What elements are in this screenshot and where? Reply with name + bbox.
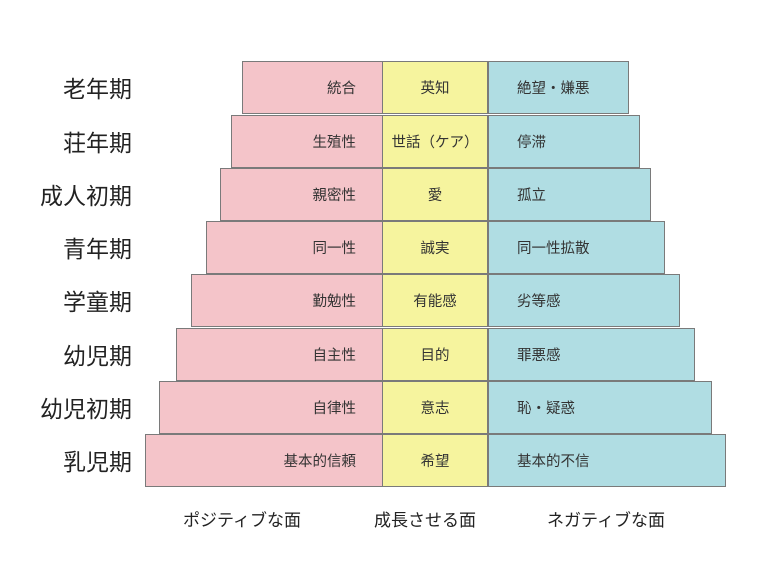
positive-column-label: ポジティブな面 xyxy=(183,511,301,531)
negative-cell-senescence: 絶望・嫌悪 xyxy=(488,61,629,114)
virtue-cell-senescence: 英知 xyxy=(382,61,488,114)
positive-cell-play-age: 自主性 xyxy=(176,328,383,381)
virtue-cell-young-adulthood: 愛 xyxy=(382,168,488,221)
positive-cell-young-adulthood: 親密性 xyxy=(220,168,383,221)
negative-cell-early-childhood: 恥・疑惑 xyxy=(488,381,712,434)
virtue-cell-adulthood: 世話（ケア） xyxy=(382,115,488,168)
negative-cell-infancy: 基本的不信 xyxy=(488,434,726,487)
positive-cell-senescence: 統合 xyxy=(242,61,383,114)
stage-label-senescence: 老年期 xyxy=(63,77,132,103)
positive-cell-adolescence: 同一性 xyxy=(206,221,383,274)
stage-label-young-adulthood: 成人初期 xyxy=(40,184,132,210)
negative-cell-play-age: 罪悪感 xyxy=(488,328,695,381)
negative-column-label: ネガティブな面 xyxy=(547,511,665,531)
negative-cell-adolescence: 同一性拡散 xyxy=(488,221,665,274)
positive-cell-school-age: 勤勉性 xyxy=(191,274,383,327)
virtue-cell-early-childhood: 意志 xyxy=(382,381,488,434)
virtue-cell-infancy: 希望 xyxy=(382,434,488,487)
positive-cell-adulthood: 生殖性 xyxy=(231,115,383,168)
stage-label-adolescence: 青年期 xyxy=(63,237,132,263)
negative-cell-adulthood: 停滞 xyxy=(488,115,640,168)
stage-label-play-age: 幼児期 xyxy=(63,344,132,370)
middle-column-label: 成長させる面 xyxy=(374,511,476,531)
positive-cell-infancy: 基本的信頼 xyxy=(145,434,383,487)
virtue-cell-adolescence: 誠実 xyxy=(382,221,488,274)
stage-label-infancy: 乳児期 xyxy=(63,450,132,476)
stage-label-adulthood: 荘年期 xyxy=(63,131,132,157)
negative-cell-young-adulthood: 孤立 xyxy=(488,168,651,221)
stage-label-school-age: 学童期 xyxy=(63,290,132,316)
negative-cell-school-age: 劣等感 xyxy=(488,274,680,327)
virtue-cell-play-age: 目的 xyxy=(382,328,488,381)
virtue-cell-school-age: 有能感 xyxy=(382,274,488,327)
positive-cell-early-childhood: 自律性 xyxy=(159,381,383,434)
stage-label-early-childhood: 幼児初期 xyxy=(40,397,132,423)
